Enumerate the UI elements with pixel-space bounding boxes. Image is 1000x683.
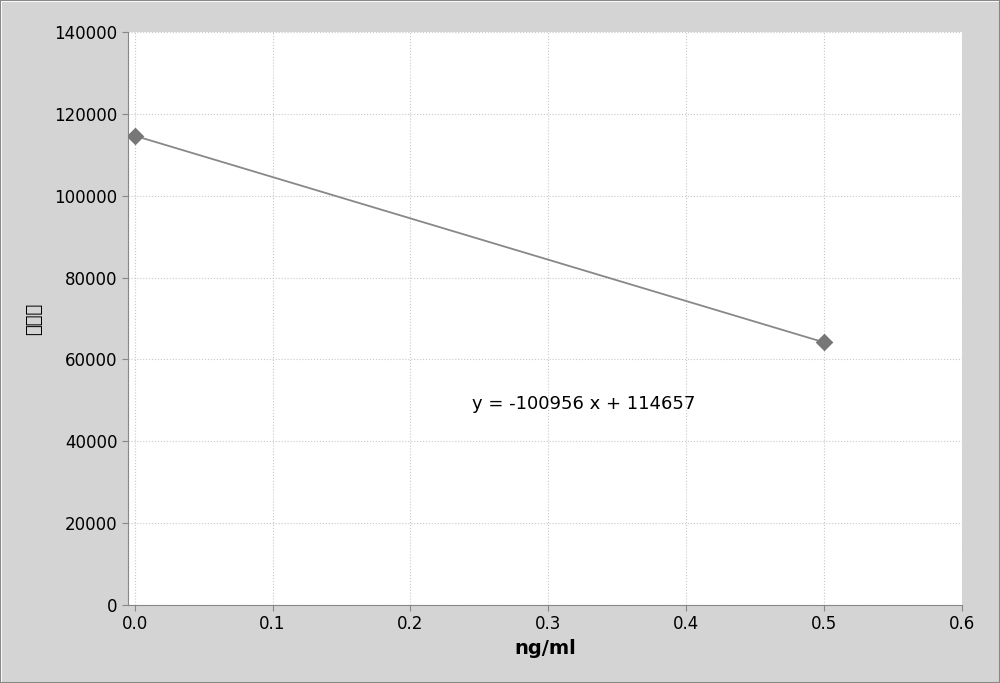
X-axis label: ng/ml: ng/ml: [514, 639, 576, 658]
Y-axis label: 发光値: 发光値: [25, 303, 43, 335]
Point: [127, 130, 143, 141]
Text: y = -100956 x + 114657: y = -100956 x + 114657: [472, 395, 696, 413]
Point: [816, 337, 832, 348]
